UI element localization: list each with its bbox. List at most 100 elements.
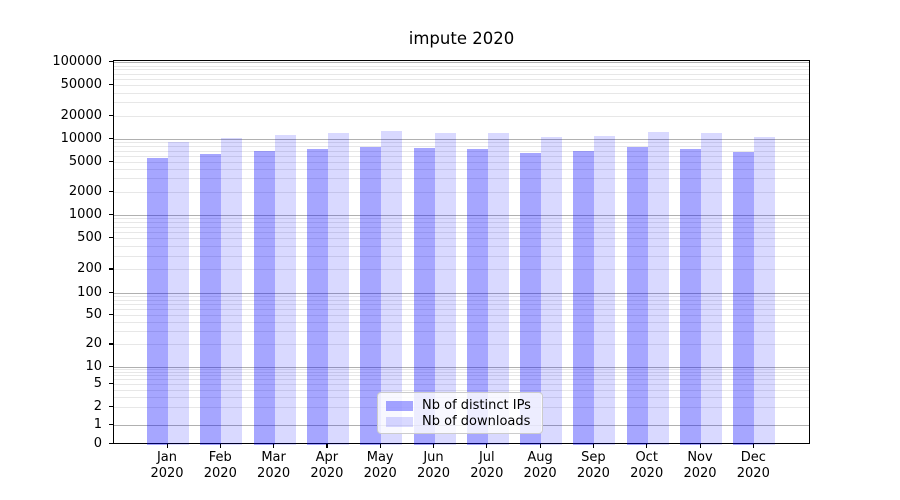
minor-gridline bbox=[114, 222, 809, 224]
bar-distinct-ips bbox=[733, 152, 755, 445]
minor-gridline bbox=[114, 344, 809, 346]
x-tick-label: Apr 2020 bbox=[310, 450, 344, 481]
x-tick-label: Jun 2020 bbox=[416, 450, 451, 481]
major-gridline bbox=[114, 62, 809, 63]
legend-label-distinct-ips: Nb of distinct IPs bbox=[422, 397, 531, 413]
bar-downloads bbox=[647, 132, 669, 445]
x-tick-mark bbox=[273, 444, 275, 448]
legend-label-downloads: Nb of downloads bbox=[422, 413, 531, 429]
minor-gridline bbox=[114, 155, 809, 157]
y-tick-label: 500 bbox=[77, 230, 102, 246]
minor-gridline bbox=[114, 369, 809, 371]
y-tick-label: 0 bbox=[93, 436, 102, 451]
y-tick-label: 20000 bbox=[60, 107, 102, 123]
bar-distinct-ips bbox=[573, 151, 595, 445]
y-tick-mark bbox=[109, 213, 113, 215]
bar-downloads bbox=[274, 135, 296, 445]
minor-gridline bbox=[114, 69, 809, 71]
y-tick-mark bbox=[109, 61, 113, 63]
minor-gridline bbox=[114, 231, 809, 233]
y-tick-mark bbox=[109, 137, 113, 139]
y-tick-mark bbox=[109, 423, 113, 425]
minor-gridline bbox=[114, 79, 809, 81]
minor-gridline bbox=[114, 238, 809, 240]
y-tick-label: 200 bbox=[77, 261, 102, 277]
y-tick-label: 20 bbox=[85, 336, 102, 352]
bar-distinct-ips bbox=[200, 154, 222, 445]
bar-downloads bbox=[168, 142, 189, 445]
y-tick-mark bbox=[109, 314, 113, 316]
minor-gridline bbox=[114, 322, 809, 324]
minor-gridline bbox=[114, 372, 809, 374]
y-tick-mark bbox=[109, 160, 113, 162]
bar-distinct-ips bbox=[520, 153, 542, 445]
x-tick-mark bbox=[326, 444, 328, 448]
minor-gridline bbox=[114, 383, 809, 385]
x-tick-label: Sep 2020 bbox=[576, 450, 610, 481]
y-tick-label: 1000 bbox=[68, 206, 102, 222]
major-gridline bbox=[114, 293, 809, 294]
minor-gridline bbox=[114, 161, 809, 163]
y-tick-mark bbox=[109, 382, 113, 385]
x-tick-mark bbox=[433, 444, 435, 448]
x-tick-mark bbox=[592, 444, 595, 448]
minor-gridline bbox=[114, 304, 809, 306]
x-tick-mark bbox=[379, 444, 381, 448]
x-tick-label: Jul 2020 bbox=[470, 450, 504, 481]
y-tick-mark bbox=[109, 406, 113, 408]
minor-gridline bbox=[114, 389, 809, 391]
y-tick-label: 10000 bbox=[60, 130, 102, 146]
bar-downloads bbox=[754, 137, 776, 445]
x-tick-label: May 2020 bbox=[363, 450, 397, 481]
y-tick-label: 1 bbox=[93, 416, 102, 432]
bar-downloads bbox=[327, 133, 349, 445]
x-tick-label: Jan 2020 bbox=[150, 450, 184, 481]
x-tick-mark bbox=[646, 444, 648, 448]
bar-downloads bbox=[487, 133, 509, 445]
x-tick-label: Aug 2020 bbox=[523, 450, 557, 481]
x-tick-mark bbox=[752, 444, 754, 448]
x-tick-label: Dec 2020 bbox=[736, 450, 770, 481]
y-tick-label: 5000 bbox=[68, 153, 102, 169]
x-tick-mark bbox=[166, 444, 168, 448]
minor-gridline bbox=[114, 300, 809, 302]
minor-gridline bbox=[114, 168, 809, 170]
major-gridline bbox=[114, 214, 809, 216]
y-tick-mark bbox=[109, 268, 113, 270]
legend-item-distinct-ips: Nb of distinct IPs bbox=[386, 398, 534, 413]
legend-item-downloads: Nb of downloads bbox=[386, 414, 534, 429]
bar-downloads bbox=[381, 130, 403, 445]
major-gridline bbox=[114, 138, 809, 140]
bar-distinct-ips bbox=[413, 147, 435, 445]
minor-gridline bbox=[114, 309, 809, 311]
minor-gridline bbox=[114, 85, 809, 87]
x-tick-label: Nov 2020 bbox=[683, 450, 717, 481]
y-tick-mark bbox=[109, 365, 113, 367]
x-tick-mark bbox=[219, 444, 221, 448]
bar-downloads bbox=[701, 133, 722, 445]
y-tick-mark bbox=[109, 114, 113, 116]
legend-swatch-distinct-ips bbox=[386, 400, 413, 411]
minor-gridline bbox=[114, 245, 809, 247]
x-tick-label: Mar 2020 bbox=[257, 450, 291, 481]
y-tick-label: 100 bbox=[77, 285, 102, 300]
bar-downloads bbox=[221, 138, 243, 445]
minor-gridline bbox=[114, 226, 809, 228]
x-tick-mark bbox=[539, 444, 541, 448]
bar-distinct-ips bbox=[306, 148, 328, 445]
y-tick-mark bbox=[109, 190, 113, 192]
minor-gridline bbox=[114, 65, 809, 67]
y-tick-mark bbox=[109, 443, 113, 445]
minor-gridline bbox=[114, 296, 809, 298]
y-tick-mark bbox=[109, 237, 113, 239]
minor-gridline bbox=[114, 379, 809, 381]
x-tick-mark bbox=[486, 444, 488, 448]
minor-gridline bbox=[114, 255, 809, 257]
minor-gridline bbox=[114, 92, 809, 94]
bar-distinct-ips bbox=[147, 158, 168, 445]
minor-gridline bbox=[114, 142, 809, 144]
bar-distinct-ips bbox=[253, 151, 275, 445]
legend: Nb of distinct IPs Nb of downloads bbox=[377, 392, 543, 434]
minor-gridline bbox=[114, 269, 809, 271]
